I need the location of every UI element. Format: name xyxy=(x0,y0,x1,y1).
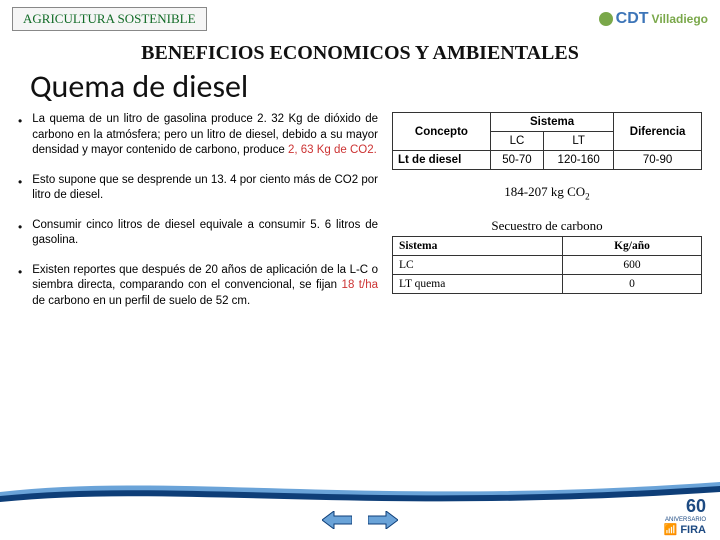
td-lc: 50-70 xyxy=(490,151,543,170)
header-tag: AGRICULTURA SOSTENIBLE xyxy=(12,7,207,31)
decorative-wave xyxy=(0,472,720,502)
td-sys: LC xyxy=(393,255,563,274)
fira-60: 60 xyxy=(686,496,706,516)
bullet-text-post: de carbono en un perfil de suelo de 52 c… xyxy=(32,295,250,307)
td-sys: LT quema xyxy=(393,274,563,293)
bullet-text-accent: 18 t/ha xyxy=(342,279,378,291)
bullet-text-accent: 2, 63 Kg de CO2. xyxy=(288,144,377,156)
diesel-table: Concepto Sistema Diferencia LC LT Lt de … xyxy=(392,112,702,170)
bullet-text-pre: Existen reportes que después de 20 años … xyxy=(32,264,378,292)
table-row: LC 600 xyxy=(393,255,702,274)
co2-summary: 184-207 kg CO2 xyxy=(392,184,702,202)
th-sistema2: Sistema xyxy=(393,236,563,255)
bullet-text-pre: Consumir cinco litros de diesel equivale… xyxy=(32,219,378,247)
table-row: LT quema 0 xyxy=(393,274,702,293)
th-sistema: Sistema xyxy=(490,113,613,132)
section-heading: BENEFICIOS ECONOMICOS Y AMBIENTALES xyxy=(0,42,720,65)
list-item: Esto supone que se desprende un 13. 4 po… xyxy=(18,173,378,204)
brand-logo-icon xyxy=(599,12,613,26)
th-concepto: Concepto xyxy=(393,113,491,151)
td-label: Lt de diesel xyxy=(393,151,491,170)
td-val: 0 xyxy=(562,274,701,293)
td-diff: 70-90 xyxy=(614,151,702,170)
carbon-table: Sistema Kg/año LC 600 LT quema 0 xyxy=(392,236,702,294)
list-item: Existen reportes que después de 20 años … xyxy=(18,263,378,310)
list-item: La quema de un litro de gasolina produce… xyxy=(18,112,378,159)
td-val: 600 xyxy=(562,255,701,274)
th-kg: Kg/año xyxy=(562,236,701,255)
fira-logo: 60 ANIVERSARIO 📶 FIRA xyxy=(664,496,706,536)
fira-anniv: ANIVERSARIO xyxy=(664,517,706,523)
brand-main: CDT xyxy=(616,10,649,28)
th-lt: LT xyxy=(544,132,614,151)
list-item: Consumir cinco litros de diesel equivale… xyxy=(18,218,378,249)
th-diferencia: Diferencia xyxy=(614,113,702,151)
page-title: Quema de diesel xyxy=(30,67,720,106)
td-lt: 120-160 xyxy=(544,151,614,170)
fira-name: 📶 FIRA xyxy=(664,524,706,536)
carbon-title: Secuestro de carbono xyxy=(392,218,702,234)
bullet-text-pre: Esto supone que se desprende un 13. 4 po… xyxy=(32,174,378,202)
bullet-list-container: La quema de un litro de gasolina produce… xyxy=(18,112,378,323)
th-lc: LC xyxy=(490,132,543,151)
co2-sub: 2 xyxy=(585,192,590,202)
co2-value: 184-207 kg CO xyxy=(504,184,585,199)
brand-logo: CDT Villadiego xyxy=(599,10,708,28)
brand-sub: Villadiego xyxy=(652,12,708,26)
